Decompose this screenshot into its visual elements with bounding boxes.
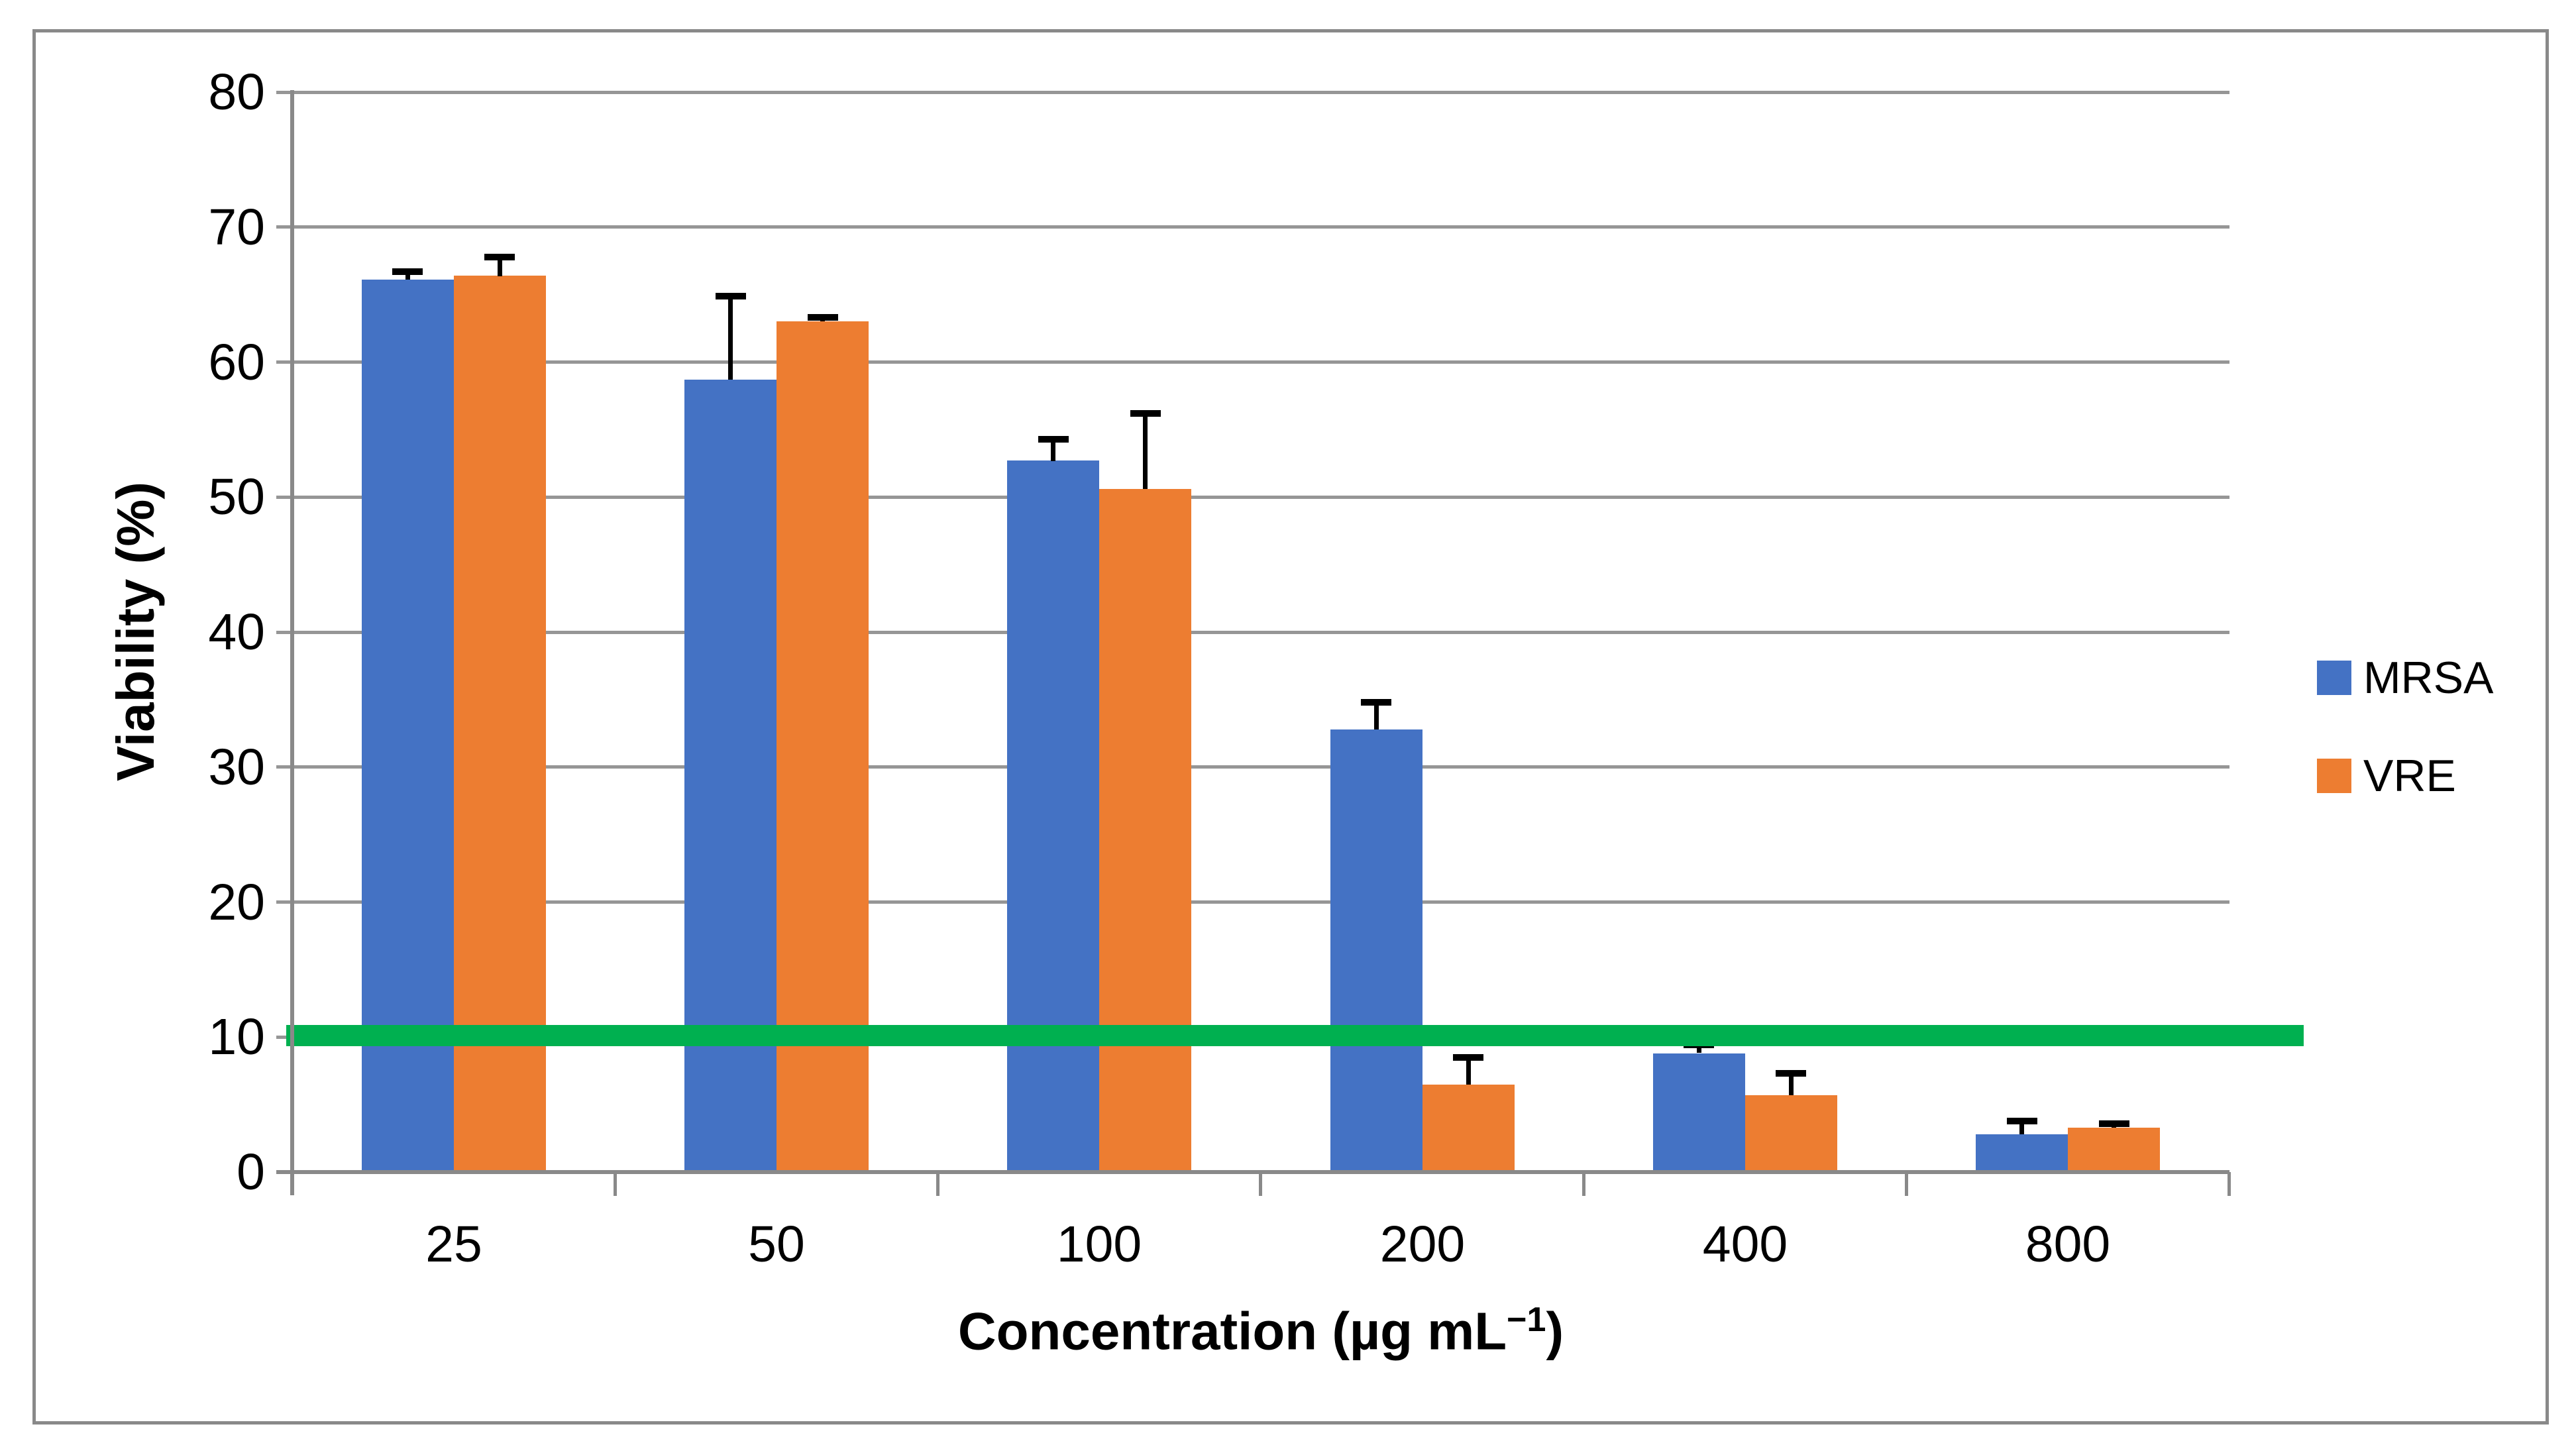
- bar-vre-25: [454, 276, 546, 1172]
- x-category-label-200: 200: [1379, 1216, 1466, 1273]
- x-tick-3: [1259, 1172, 1262, 1196]
- legend-swatch-vre: [2317, 759, 2351, 793]
- error-bar-vre-400: [1789, 1073, 1794, 1095]
- legend-label-vre: VRE: [2363, 751, 2456, 801]
- error-bar-cap-mrsa-200: [1361, 699, 1391, 706]
- gridline-40: [276, 631, 2229, 634]
- y-axis-line: [290, 90, 294, 1195]
- x-tick-6: [2227, 1172, 2231, 1196]
- legend-swatch-mrsa: [2317, 661, 2351, 695]
- y-tick-label-60: 60: [208, 334, 265, 391]
- gridline-20: [276, 900, 2229, 904]
- x-category-label-100: 100: [1056, 1216, 1142, 1273]
- bar-vre-400: [1745, 1095, 1837, 1172]
- error-bar-mrsa-200: [1374, 702, 1379, 729]
- bar-mrsa-800: [1976, 1134, 2068, 1172]
- bar-mrsa-25: [362, 280, 454, 1172]
- y-tick-label-50: 50: [208, 468, 265, 525]
- x-axis-title: Concentration (µg mL−1): [958, 1300, 1564, 1362]
- y-tick-label-70: 70: [208, 199, 265, 256]
- bar-mrsa-400: [1653, 1053, 1745, 1172]
- x-tick-4: [1582, 1172, 1585, 1196]
- error-bar-cap-vre-200: [1453, 1054, 1483, 1061]
- gridline-30: [276, 765, 2229, 769]
- x-category-label-50: 50: [748, 1216, 805, 1273]
- error-bar-mrsa-50: [728, 296, 733, 380]
- x-axis-title-main: Concentration (µg mL: [957, 1301, 1507, 1361]
- error-bar-cap-vre-400: [1776, 1070, 1806, 1077]
- error-bar-cap-mrsa-100: [1038, 436, 1069, 443]
- gridline-60: [276, 360, 2229, 364]
- y-tick-label-10: 10: [208, 1008, 265, 1065]
- error-bar-vre-25: [498, 257, 502, 276]
- x-category-label-800: 800: [2025, 1216, 2111, 1273]
- bar-mrsa-100: [1007, 460, 1099, 1172]
- x-category-label-25: 25: [425, 1216, 482, 1273]
- error-bar-cap-mrsa-800: [2007, 1118, 2037, 1124]
- x-category-label-400: 400: [1702, 1216, 1788, 1273]
- bar-vre-200: [1422, 1085, 1515, 1172]
- gridline-70: [276, 225, 2229, 229]
- error-bar-mrsa-800: [2019, 1121, 2024, 1134]
- y-tick-label-80: 80: [208, 64, 265, 121]
- error-bar-cap-mrsa-25: [392, 268, 423, 275]
- bar-vre-100: [1099, 489, 1191, 1172]
- error-bar-cap-vre-50: [808, 314, 838, 321]
- x-axis-line: [276, 1170, 2229, 1174]
- y-tick-label-0: 0: [237, 1144, 265, 1201]
- x-axis-title-superscript: −1: [1507, 1301, 1546, 1339]
- gridline-50: [276, 496, 2229, 499]
- y-axis-title: Viability (%): [106, 482, 165, 781]
- error-bar-vre-100: [1143, 413, 1148, 489]
- error-bar-mrsa-100: [1051, 439, 1055, 461]
- y-tick-label-40: 40: [208, 604, 265, 661]
- error-bar-cap-mrsa-50: [716, 293, 746, 299]
- x-tick-1: [614, 1172, 617, 1196]
- bar-vre-800: [2068, 1128, 2160, 1172]
- bar-mrsa-200: [1330, 729, 1422, 1172]
- x-tick-5: [1905, 1172, 1908, 1196]
- error-bar-cap-vre-100: [1130, 410, 1161, 417]
- y-tick-label-30: 30: [208, 739, 265, 796]
- error-bar-cap-vre-800: [2099, 1120, 2129, 1127]
- error-bar-vre-200: [1466, 1057, 1471, 1085]
- bar-mrsa-50: [684, 380, 777, 1172]
- gridline-80: [276, 91, 2229, 94]
- threshold-line: [286, 1025, 2304, 1046]
- legend-label-mrsa: MRSA: [2363, 653, 2494, 703]
- x-tick-2: [936, 1172, 939, 1196]
- error-bar-cap-vre-25: [484, 254, 515, 260]
- error-bar-mrsa-400: [1697, 1045, 1701, 1053]
- y-tick-label-20: 20: [208, 874, 265, 931]
- error-bar-mrsa-25: [405, 272, 410, 280]
- x-axis-title-close: ): [1546, 1301, 1564, 1361]
